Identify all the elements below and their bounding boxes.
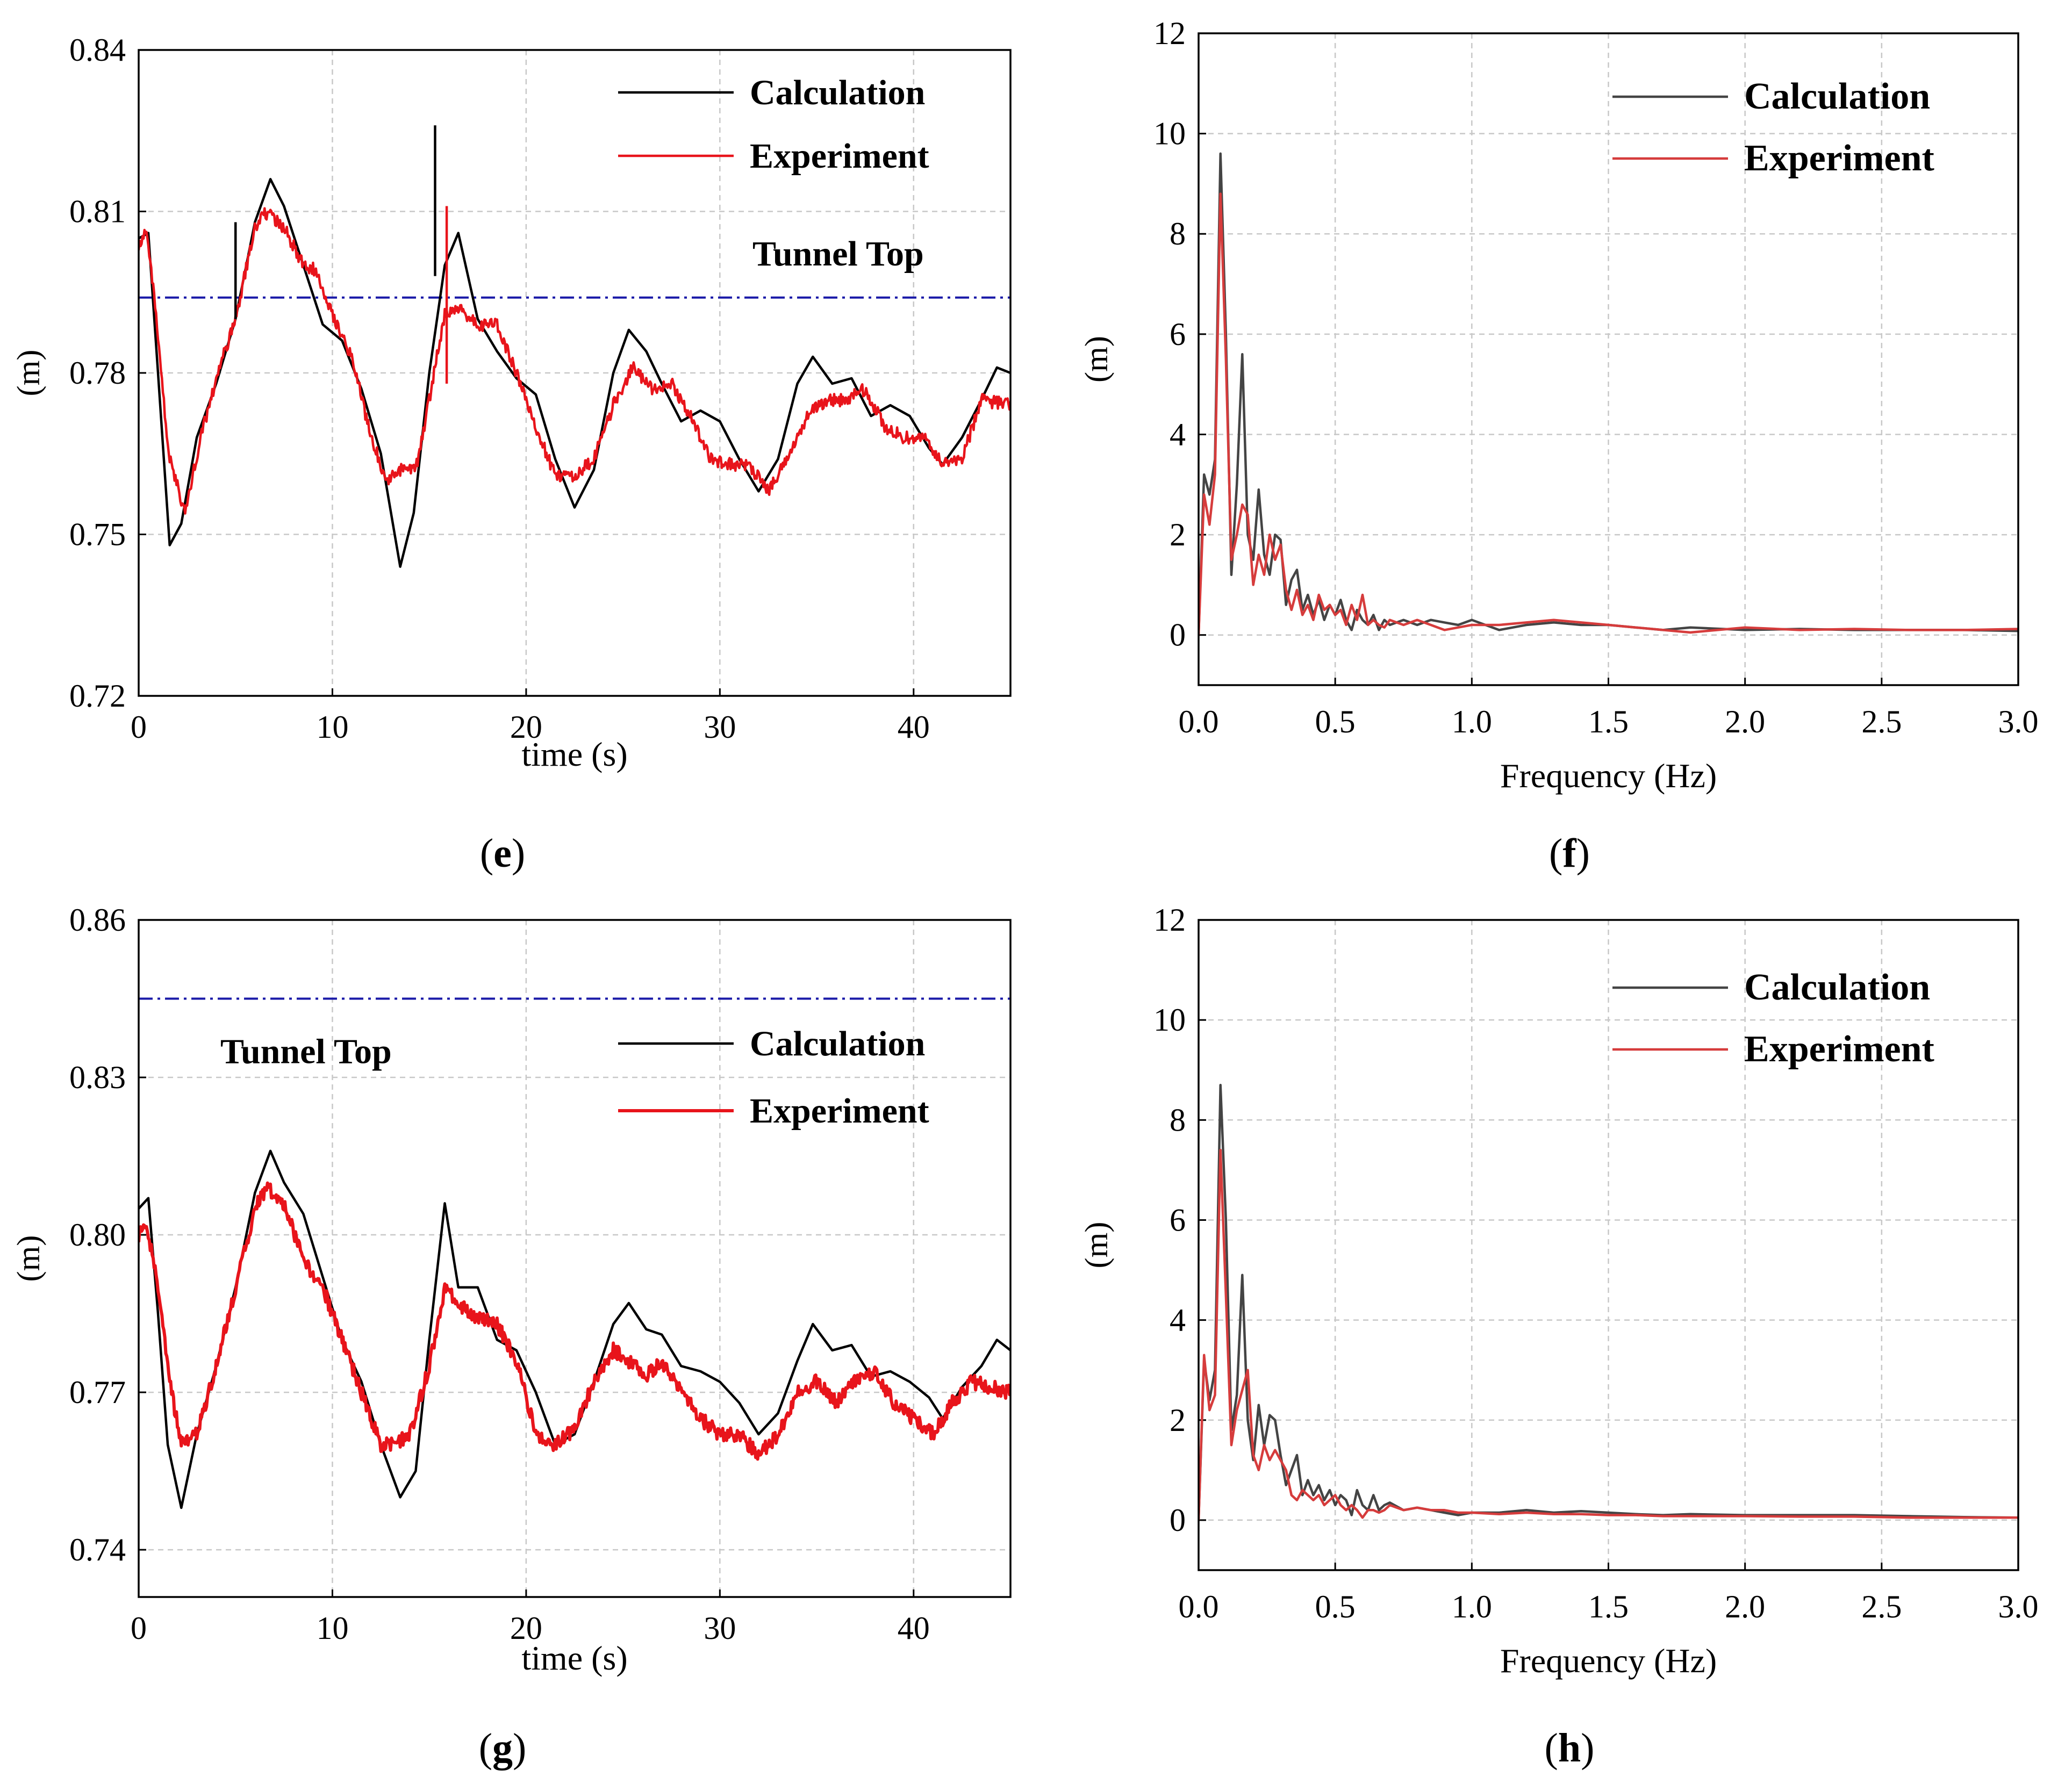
- legend-label-calculation: Calculation: [750, 1024, 925, 1063]
- y-tick-label: 0.83: [69, 1060, 126, 1095]
- plot-frame: [138, 919, 1012, 1598]
- series-line-experiment: [1199, 192, 2018, 635]
- chart-h: 0.0 0.5 1.0 1.5 2.0 2.5 3.0 0 2 4 6 8 10 12 Frequency …: [1079, 902, 2039, 1680]
- legend-label-experiment: Experiment: [750, 1091, 929, 1131]
- y-tick-label: 8: [1170, 1102, 1186, 1138]
- x-tick-label: 40: [898, 709, 930, 745]
- x-tick-label: 1.5: [1588, 704, 1629, 739]
- x-tick-label: 30: [704, 709, 736, 745]
- y-tick-label: 12: [1153, 902, 1186, 938]
- y-tick-label: 0.77: [69, 1375, 126, 1410]
- plot-area: [139, 997, 1010, 1509]
- legend: Calculation Experiment: [1612, 76, 1934, 179]
- tunnel-top-label: Tunnel Top: [752, 234, 924, 274]
- y-tick-label: 0.81: [69, 194, 126, 229]
- plot-frame: [138, 49, 1012, 697]
- x-tick-label: 0.0: [1179, 704, 1219, 739]
- panel-label-e: (e): [479, 831, 526, 876]
- y-tick-label: 0.78: [69, 355, 126, 391]
- y-axis-label: (m): [11, 350, 46, 397]
- chart-f: 0.0 0.5 1.0 1.5 2.0 2.5 3.0 0 2 4 6 8 10 12 Frequency …: [1079, 16, 2039, 795]
- y-tick-label: 10: [1153, 116, 1186, 152]
- x-tick-label: 0.0: [1179, 1589, 1219, 1624]
- x-tick-label: 10: [316, 1610, 348, 1646]
- x-tick-label: 2.0: [1725, 704, 1765, 739]
- x-tick-label: 2.5: [1861, 1589, 1902, 1624]
- y-tick-label: 0: [1170, 1502, 1186, 1538]
- panel-label-f: (f): [1549, 831, 1590, 876]
- series-line-calculation: [139, 178, 1010, 568]
- y-tick-label: 2: [1170, 1402, 1186, 1438]
- y-tick-label: 12: [1153, 16, 1186, 51]
- x-tick-label: 3.0: [1998, 704, 2039, 739]
- plot-area: [1199, 1083, 2018, 1520]
- y-axis-label: (m): [1079, 336, 1114, 383]
- y-tick-label: 8: [1170, 216, 1186, 251]
- y-tick-label: 10: [1153, 1002, 1186, 1038]
- x-tick-label: 10: [316, 709, 348, 745]
- tunnel-top-label: Tunnel Top: [220, 1032, 392, 1071]
- y-tick-label: 0.75: [69, 517, 126, 552]
- x-axis-label: time (s): [521, 1639, 627, 1677]
- plot-area: [1199, 152, 2018, 635]
- legend: Calculation Experiment: [618, 73, 929, 176]
- y-tick-label: 4: [1170, 416, 1186, 452]
- x-tick-label: 20: [510, 709, 542, 745]
- x-tick-label: 3.0: [1998, 1589, 2039, 1624]
- panel-label-g: (g): [478, 1725, 527, 1771]
- x-tick-label: 1.0: [1452, 704, 1492, 739]
- chart-g: 0 10 20 30 40 0.74 0.77 0.80 0.83 0.86 time (s) (m)…: [11, 902, 1012, 1677]
- chart-e: 0 10 20 30 40 0.72 0.75 0.78 0.81 0.84 time (s) (m)…: [11, 32, 1012, 773]
- legend-label-calculation: Calculation: [1744, 967, 1930, 1008]
- x-tick-label: 2.5: [1861, 704, 1902, 739]
- series-line-experiment: [139, 207, 1010, 515]
- x-tick-label: 1.5: [1588, 1589, 1629, 1624]
- y-tick-label: 0.80: [69, 1217, 126, 1253]
- legend-label-experiment: Experiment: [750, 136, 929, 176]
- x-tick-label: 0.5: [1315, 704, 1356, 739]
- y-tick-label: 0.72: [69, 678, 126, 714]
- x-tick-label: 0: [131, 1610, 147, 1646]
- x-tick-label: 2.0: [1725, 1589, 1765, 1624]
- y-tick-label: 0.74: [69, 1532, 126, 1567]
- x-tick-label: 0.5: [1315, 1589, 1356, 1624]
- x-tick-label: 40: [898, 1610, 930, 1646]
- x-axis-label: Frequency (Hz): [1500, 1642, 1717, 1680]
- plot-frame: [1198, 32, 2019, 686]
- plot-frame: [1198, 919, 2019, 1571]
- y-tick-label: 6: [1170, 1202, 1186, 1238]
- legend-label-calculation: Calculation: [750, 73, 925, 112]
- legend-label-calculation: Calculation: [1744, 76, 1930, 117]
- y-tick-label: 2: [1170, 517, 1186, 552]
- y-tick-label: 0.84: [69, 32, 126, 68]
- y-tick-label: 4: [1170, 1303, 1186, 1338]
- x-tick-label: 30: [704, 1610, 736, 1646]
- series-line-experiment: [139, 1181, 1010, 1461]
- x-axis-label: time (s): [521, 735, 627, 773]
- y-tick-label: 6: [1170, 316, 1186, 352]
- series-line-calculation: [139, 1149, 1010, 1509]
- y-axis-label: (m): [11, 1235, 46, 1282]
- y-axis-label: (m): [1079, 1222, 1114, 1269]
- panel-label-h: (h): [1544, 1725, 1595, 1771]
- series-line-experiment: [1199, 1148, 2018, 1520]
- legend: Calculation Experiment: [618, 1024, 929, 1131]
- legend-label-experiment: Experiment: [1744, 138, 1934, 179]
- x-tick-label: 20: [510, 1610, 542, 1646]
- legend: Calculation Experiment: [1612, 967, 1934, 1070]
- plot-area: [139, 125, 1010, 568]
- y-tick-label: 0: [1170, 617, 1186, 653]
- x-axis-label: Frequency (Hz): [1500, 757, 1717, 795]
- x-tick-label: 1.0: [1452, 1589, 1492, 1624]
- y-tick-label: 0.86: [69, 902, 126, 938]
- x-tick-label: 0: [131, 709, 147, 745]
- legend-label-experiment: Experiment: [1744, 1028, 1934, 1070]
